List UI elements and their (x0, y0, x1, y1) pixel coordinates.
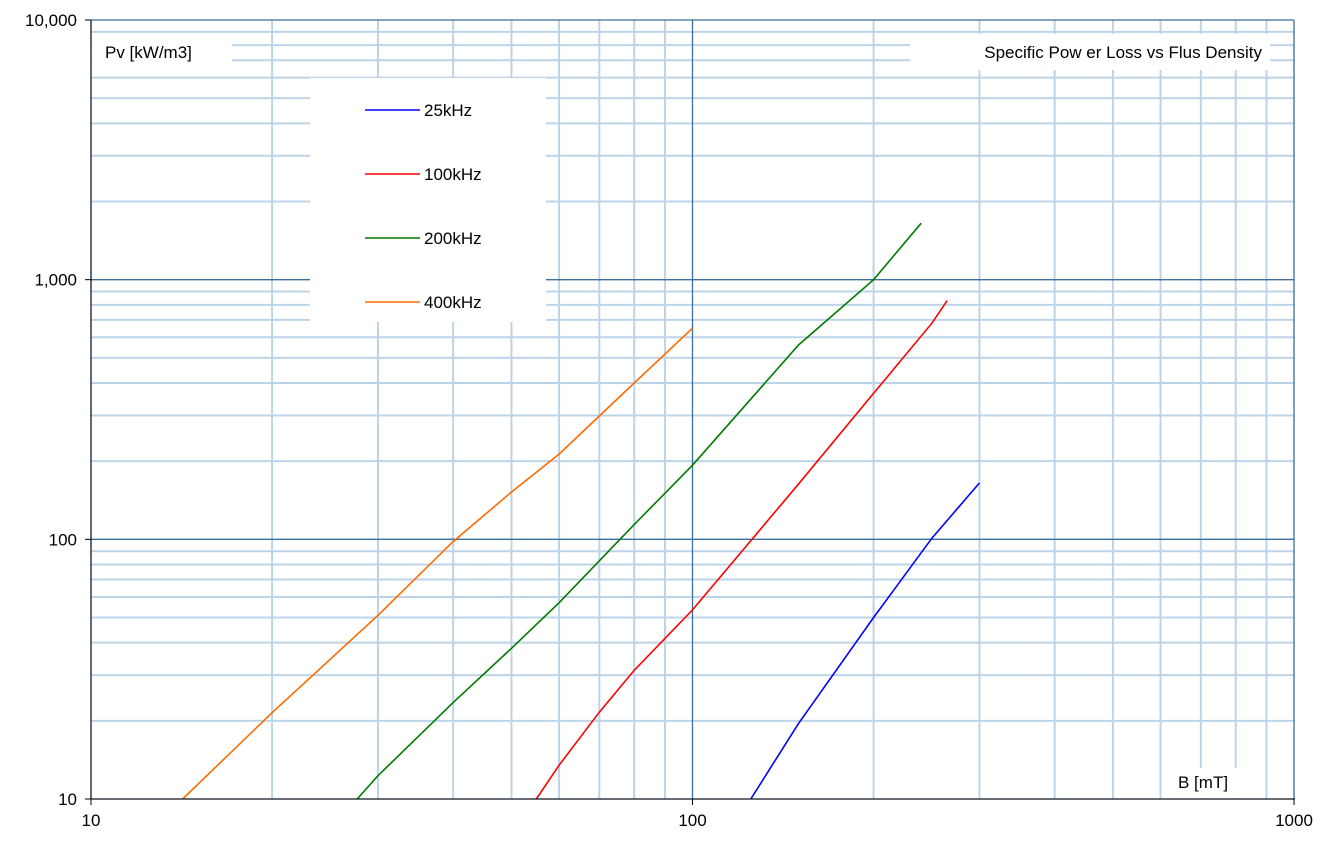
series-line-200kHz (356, 222, 922, 800)
y-tick-label: 1,000 (34, 271, 77, 290)
x-tick-label: 1000 (1275, 811, 1313, 830)
y-axis-label: Pv [kW/m3] (105, 43, 192, 62)
legend-box (310, 78, 546, 322)
x-ticks: 10 100 1000 (82, 799, 1313, 830)
y-tick-label: 10 (58, 790, 77, 809)
series-line-25kHz (750, 482, 981, 800)
y-tick-label: 10,000 (25, 11, 77, 30)
chart-title: Specific Pow er Loss vs Flus Density (984, 43, 1262, 62)
chart-title-box (910, 34, 1270, 70)
x-tick-label: 10 (82, 811, 101, 830)
x-axis-label: B [mT] (1178, 773, 1228, 792)
legend: 25kHz 100kHz 200kHz 400kHz (310, 78, 546, 322)
legend-label-100kHz: 100kHz (424, 165, 482, 184)
y-axis-label-box (92, 34, 232, 70)
x-axis-label-box (1168, 768, 1250, 798)
series-layer (182, 222, 981, 800)
legend-label-400kHz: 400kHz (424, 293, 482, 312)
legend-label-25kHz: 25kHz (424, 101, 472, 120)
series-line-400kHz (182, 327, 694, 800)
series-line-100kHz (535, 300, 948, 800)
y-ticks: 10 100 1,000 10,000 (25, 11, 91, 809)
legend-label-200kHz: 200kHz (424, 229, 482, 248)
y-tick-label: 100 (49, 530, 77, 549)
x-tick-label: 100 (678, 811, 706, 830)
